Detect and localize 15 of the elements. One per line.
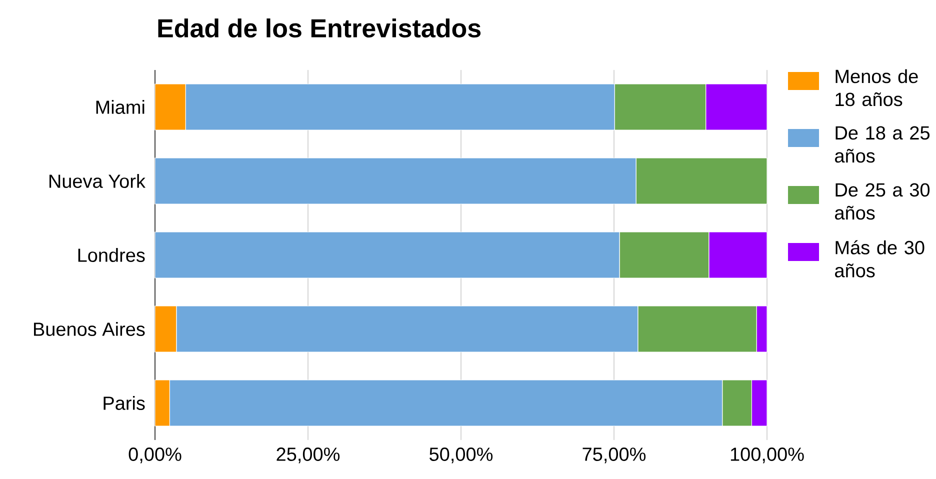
legend-label: Menos de 18 años bbox=[836, 69, 918, 106]
x-tick-label: 25,00% bbox=[276, 448, 340, 464]
x-tick-label: 100,00% bbox=[730, 448, 804, 464]
y-tick-label: Miami bbox=[96, 100, 144, 114]
x-tick-label: 0,00% bbox=[128, 448, 182, 464]
chart-title: Edad de los Entrevistados bbox=[158, 18, 481, 38]
x-tick-label: 50,00% bbox=[430, 448, 493, 464]
y-tick-label: Paris bbox=[104, 396, 145, 410]
y-tick-label: Londres bbox=[78, 248, 145, 262]
y-tick-label: Buenos Aires bbox=[34, 322, 145, 336]
text: De 18 a 25 años bbox=[835, 126, 930, 163]
legend-label: De 25 a 30 años bbox=[835, 183, 930, 220]
y-tick-label: Nueva York bbox=[49, 174, 146, 188]
legend-label: Más de 30 años bbox=[835, 240, 924, 278]
x-tick-label: 75,00% bbox=[582, 448, 646, 464]
